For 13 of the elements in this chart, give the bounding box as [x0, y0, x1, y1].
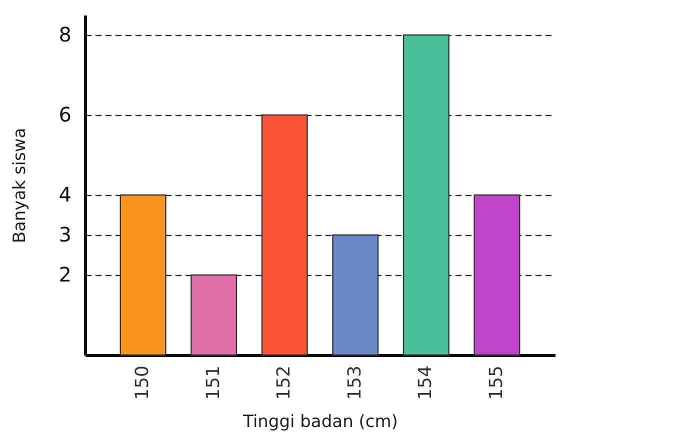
y-tick-label: 3	[58, 222, 72, 246]
x-tick-label: 151	[202, 366, 224, 400]
y-axis-title: Banyak siswa	[10, 128, 30, 244]
x-axis-title: Tinggi badan (cm)	[242, 412, 398, 432]
y-tick-label: 2	[58, 262, 72, 286]
x-tick-label: 154	[415, 366, 436, 400]
x-tick-label: 153	[344, 366, 366, 400]
x-tick-label: 152	[274, 366, 295, 400]
y-tick-label: 8	[58, 22, 72, 46]
y-tick-label: 6	[58, 102, 72, 126]
x-tick-label: 150	[132, 366, 154, 400]
y-tick-label: 4	[58, 182, 72, 206]
x-tick-label: 155	[486, 366, 507, 400]
